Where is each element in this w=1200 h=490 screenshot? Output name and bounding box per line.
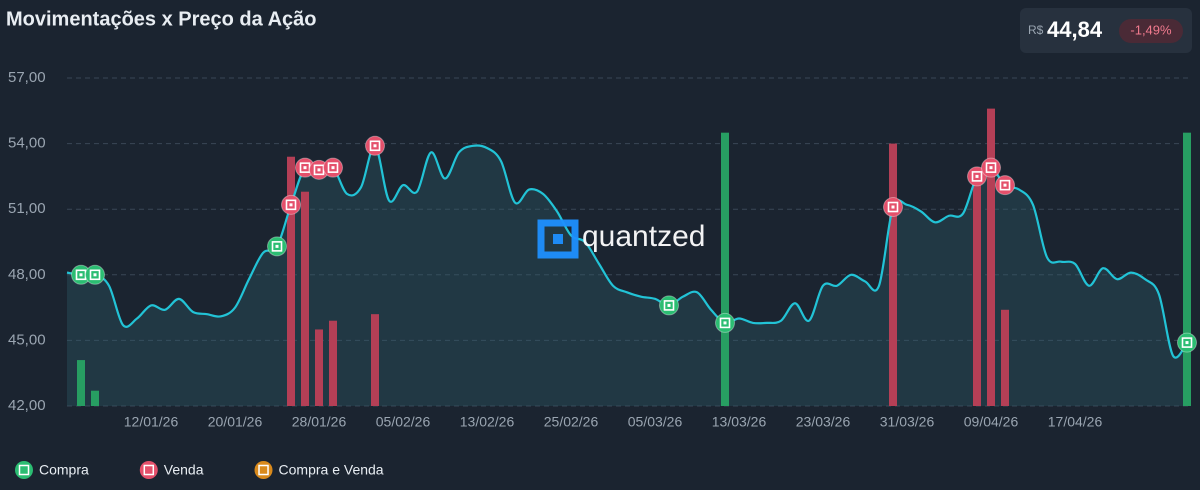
legend-item: Compra e Venda (254, 461, 384, 479)
chart-title: Movimentações x Preço da Ação (6, 8, 317, 30)
movement-bar (329, 320, 337, 406)
trade-marker (967, 166, 987, 187)
trade-marker (85, 264, 105, 285)
marker-icon (1185, 341, 1189, 345)
x-tick-label: 05/03/26 (628, 414, 683, 430)
trade-marker (267, 236, 287, 257)
legend-label: Venda (164, 462, 204, 478)
trade-marker (281, 194, 301, 215)
marker-icon (985, 162, 997, 173)
marker-icon (719, 317, 731, 329)
movement-bar (973, 176, 981, 406)
trade-marker (715, 312, 735, 333)
movement-bar (77, 360, 85, 406)
watermark: quantzed (537, 219, 705, 259)
legend-label: Compra e Venda (279, 462, 384, 478)
x-tick-label: 09/04/26 (964, 414, 1019, 430)
marker-icon (303, 166, 307, 170)
x-tick-label: 12/01/26 (124, 414, 179, 430)
marker-icon (667, 303, 671, 307)
marker-icon (289, 203, 293, 207)
movement-bar (889, 143, 897, 406)
marker-icon (723, 321, 727, 325)
legend-item: Compra (15, 461, 89, 479)
marker-icon (143, 464, 155, 476)
movement-bar (987, 108, 995, 406)
trade-marker (659, 295, 679, 316)
quote-price: 44,84 (1047, 17, 1103, 42)
quote-change-badge (1119, 19, 1183, 43)
marker-icon (18, 464, 30, 476)
movement-bar (315, 329, 323, 406)
marker-icon (373, 144, 377, 148)
trade-marker (295, 157, 315, 178)
trade-marker (883, 197, 903, 218)
marker-icon (327, 162, 339, 173)
y-tick-label: 54,00 (8, 135, 46, 152)
watermark-logo (537, 219, 579, 259)
marker-icon (887, 201, 899, 213)
marker-icon (89, 269, 101, 281)
marker-icon (285, 199, 297, 211)
marker-icon (331, 166, 335, 170)
x-tick-label: 17/04/26 (1048, 414, 1103, 430)
marker-icon (258, 464, 269, 476)
y-tick-label: 42,00 (8, 397, 46, 414)
x-tick-label: 28/01/26 (292, 414, 347, 430)
watermark-text: quantzed (582, 220, 705, 253)
marker-icon (317, 168, 321, 172)
marker-icon (1003, 183, 1007, 187)
marker-icon (299, 162, 311, 173)
x-tick-label: 20/01/26 (208, 414, 263, 430)
x-tick-label: 25/02/26 (544, 414, 599, 430)
x-tick-label: 05/02/26 (376, 414, 431, 430)
movement-bar (301, 191, 309, 406)
movement-bar (371, 314, 379, 406)
marker-icon (313, 164, 325, 176)
marker-icon (79, 273, 83, 277)
marker-icon (971, 171, 983, 182)
marker-icon (975, 174, 979, 178)
marker-icon (999, 179, 1011, 191)
y-tick-label: 57,00 (8, 69, 46, 86)
legend-marker (254, 461, 273, 479)
marker-icon (891, 205, 895, 209)
x-tick-label: 13/03/26 (712, 414, 767, 430)
marker-icon (369, 140, 381, 152)
trade-marker (323, 157, 343, 178)
marker-icon (275, 244, 279, 248)
quote-currency: R$ (1028, 23, 1044, 37)
marker-icon (663, 300, 675, 311)
movement-bar (1001, 309, 1009, 406)
movement-bar (1183, 132, 1191, 406)
movement-bar (287, 156, 295, 406)
x-tick-label: 23/03/26 (796, 414, 851, 430)
trade-marker (365, 135, 385, 156)
marker-icon (1181, 337, 1193, 348)
y-tick-label: 45,00 (8, 331, 46, 348)
movement-bar (721, 132, 729, 406)
movement-bar (91, 390, 99, 406)
legend-label: Compra (39, 462, 89, 478)
marker-icon (271, 241, 283, 252)
y-tick-label: 48,00 (8, 266, 46, 283)
watermark-logo (553, 234, 563, 244)
trade-marker (309, 159, 329, 180)
x-tick-label: 13/02/26 (460, 414, 515, 430)
marker-icon (989, 166, 993, 170)
x-tick-label: 31/03/26 (880, 414, 935, 430)
legend-item: Venda (139, 461, 204, 479)
legend-marker (15, 461, 33, 479)
trade-marker (995, 175, 1015, 196)
trade-marker (981, 157, 1001, 178)
trade-marker (1177, 332, 1197, 353)
legend-marker (139, 461, 158, 479)
y-tick-label: 51,00 (8, 200, 46, 217)
marker-icon (93, 273, 97, 277)
price-area (67, 145, 1187, 406)
quote-change: -1,49% (1130, 22, 1172, 37)
